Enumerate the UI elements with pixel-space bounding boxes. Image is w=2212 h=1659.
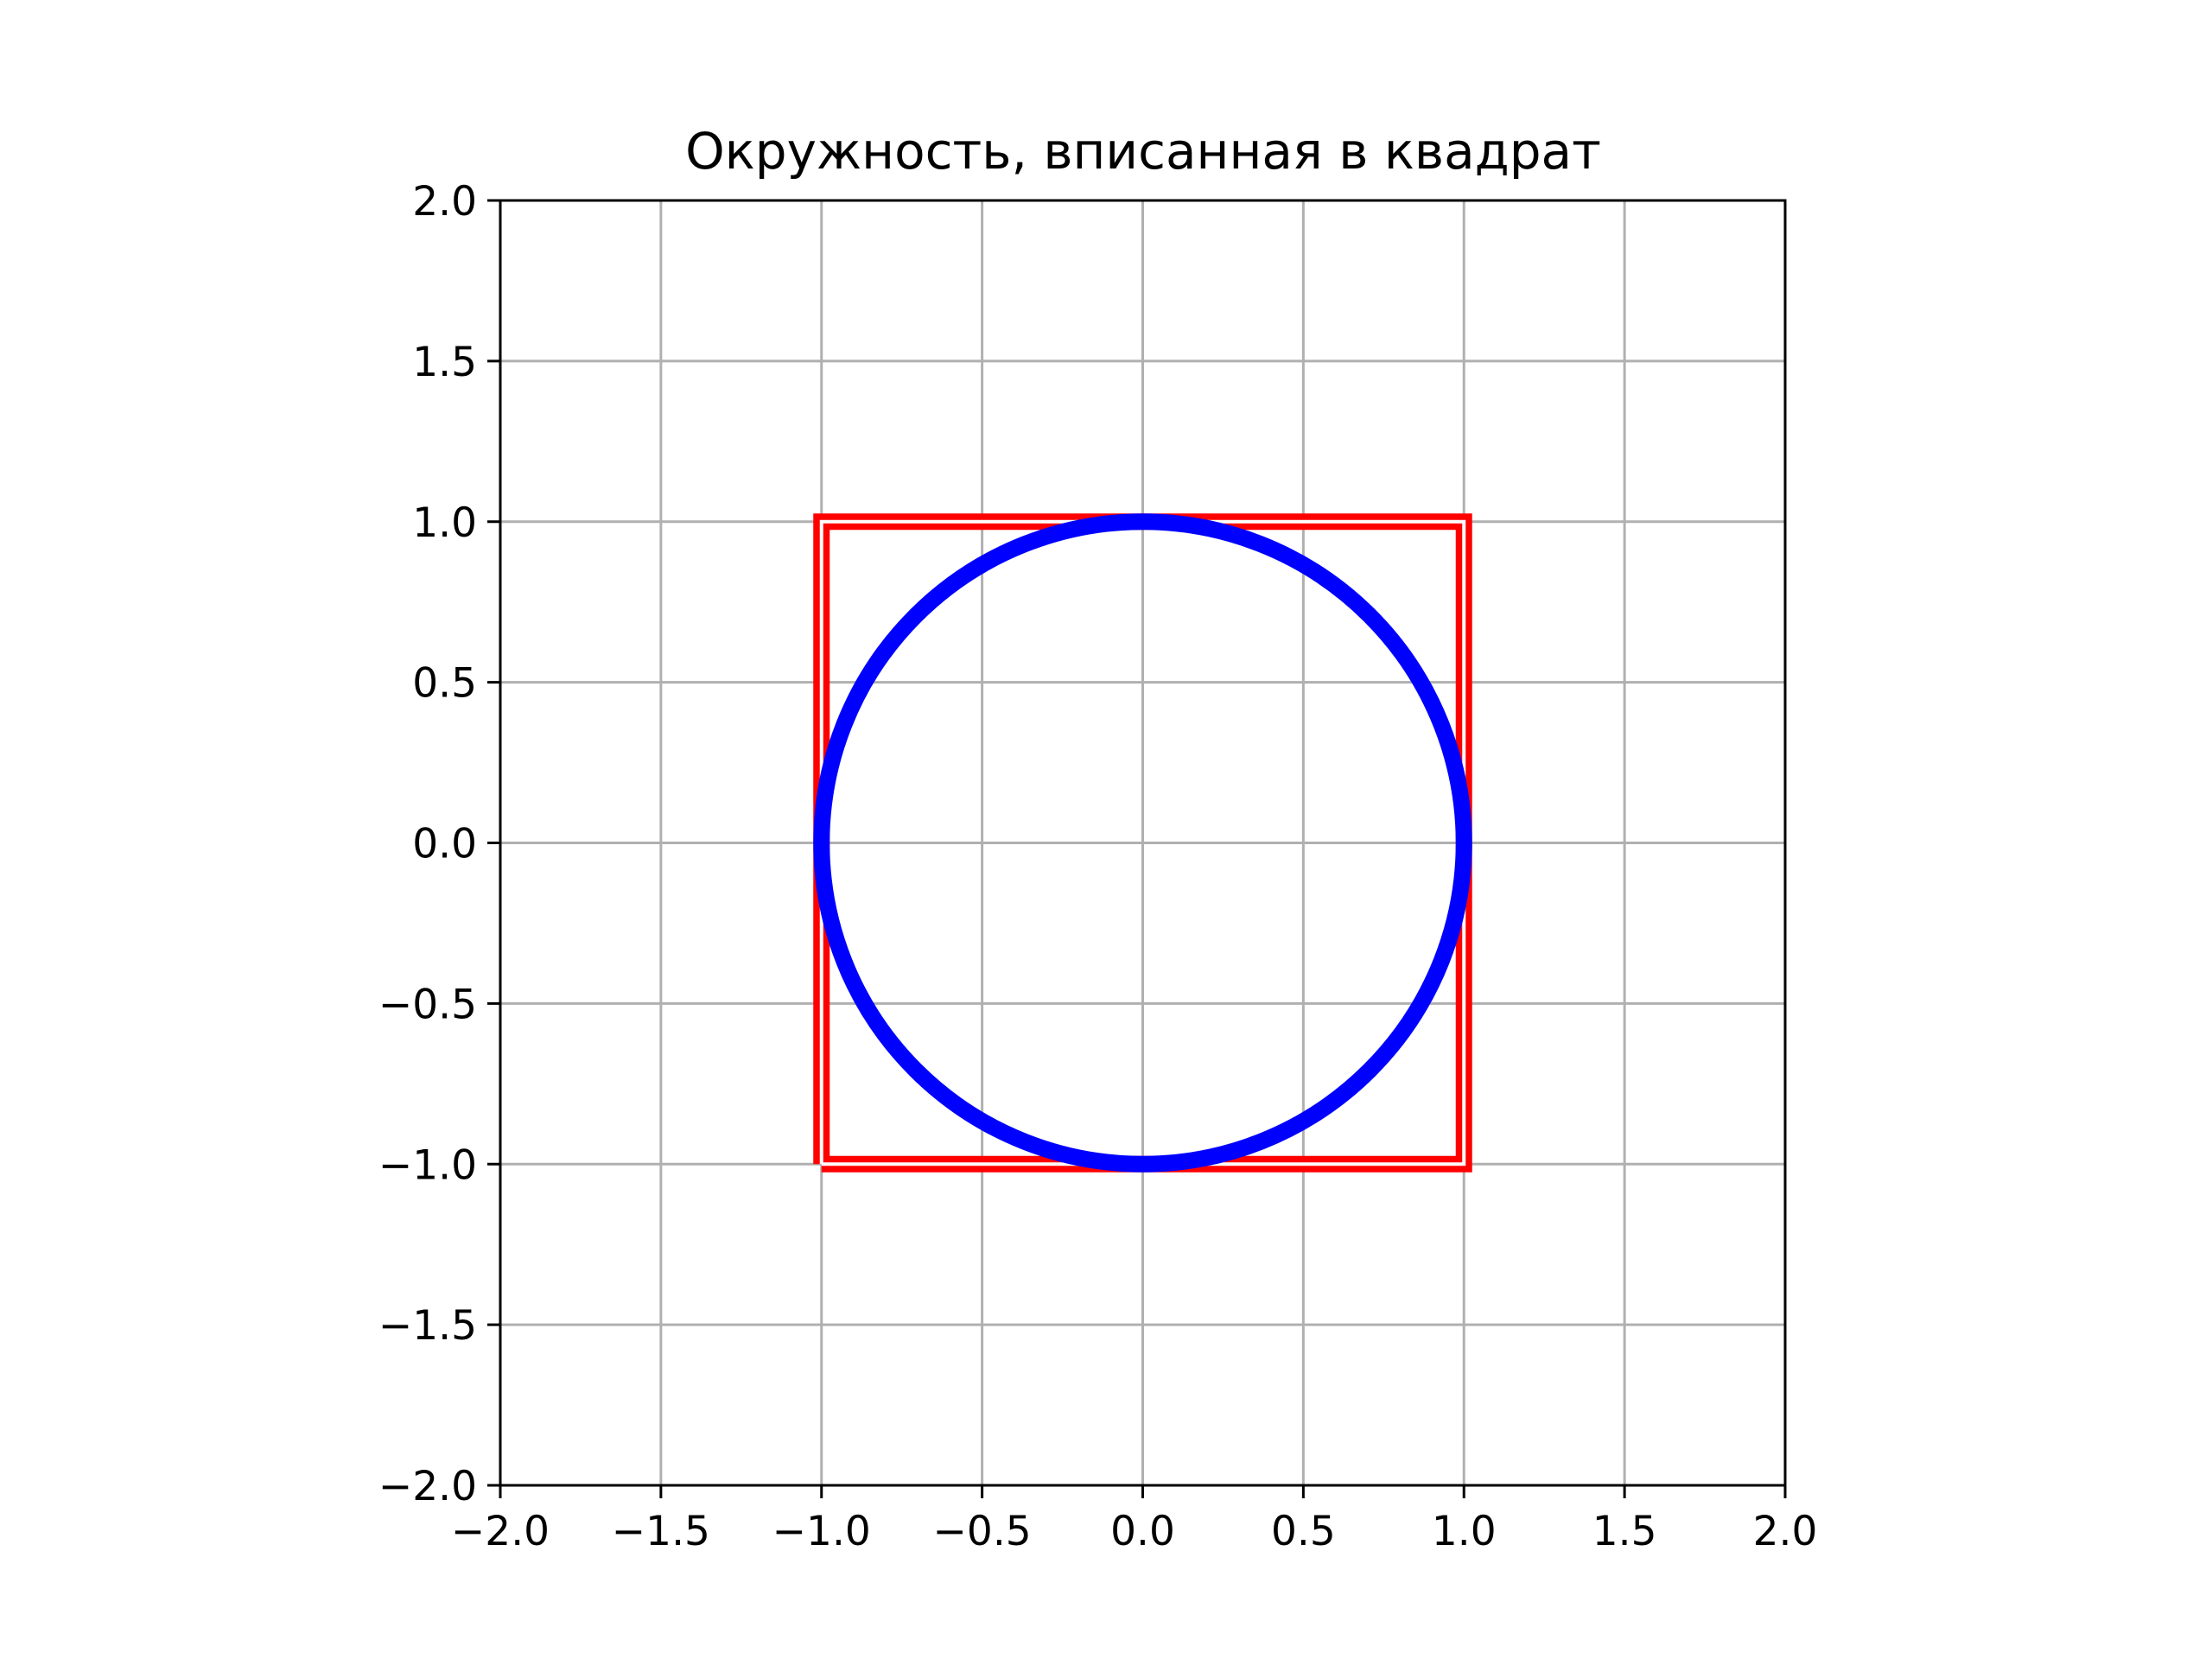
y-tick-label: −1.5 (378, 1302, 477, 1350)
axis-ticks: −2.0 −1.5 −1.0 −0.5 0.0 0.5 1.0 1.5 2.0 −2.0 −1.5 −… (378, 178, 1818, 1555)
x-tick-label: 0.5 (1271, 1508, 1336, 1555)
y-tick-label: 1.0 (412, 499, 477, 547)
x-tick-label: −1.5 (612, 1508, 710, 1555)
circle-outline (813, 513, 1472, 1173)
square-outline-inner-gap (819, 519, 1466, 1166)
y-tick-label: 0.5 (412, 660, 477, 708)
x-tick-label: −0.5 (933, 1508, 1032, 1555)
y-tick-label: −1.0 (378, 1141, 477, 1189)
y-tick-label: 1.5 (412, 339, 477, 386)
y-tick-label: 0.0 (412, 821, 477, 868)
x-tick-label: −2.0 (451, 1508, 550, 1555)
plot-marks (813, 513, 1472, 1173)
x-tick-label: 1.0 (1432, 1508, 1497, 1555)
y-tick-label: −2.0 (378, 1463, 477, 1510)
y-tick-label: −0.5 (378, 981, 477, 1028)
chart-title: Окружность, вписанная в квадрат (685, 122, 1601, 181)
y-tick-label: 2.0 (412, 178, 477, 226)
x-tick-label: 2.0 (1753, 1508, 1818, 1555)
x-tick-label: 1.5 (1592, 1508, 1657, 1555)
x-tick-label: −1.0 (772, 1508, 871, 1555)
x-tick-label: 0.0 (1110, 1508, 1175, 1555)
